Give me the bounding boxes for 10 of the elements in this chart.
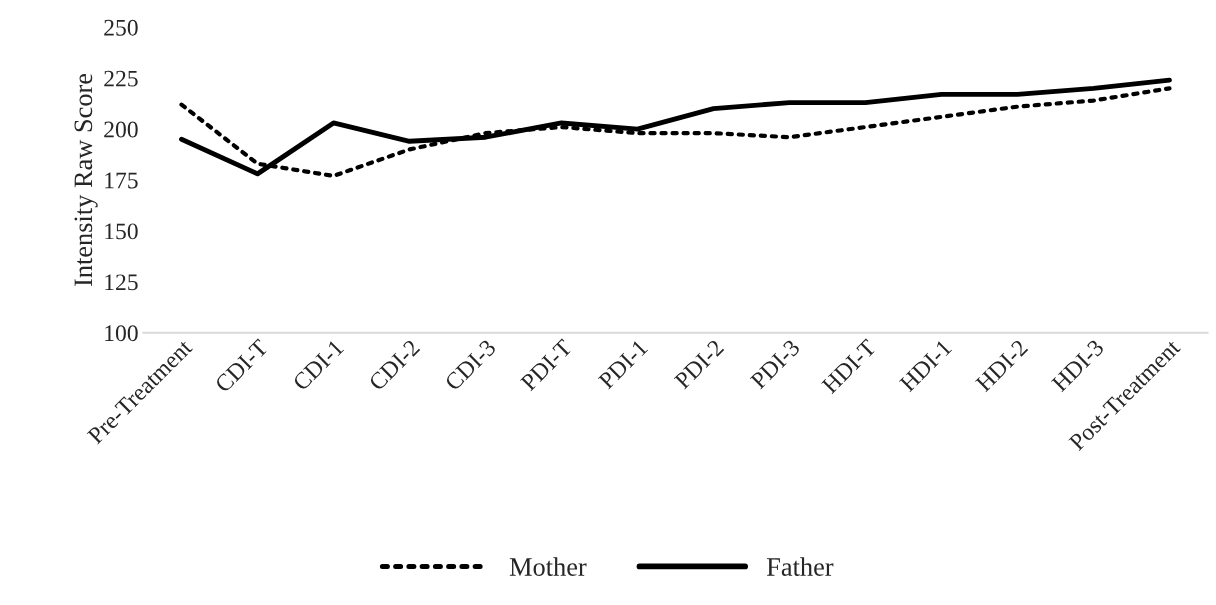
y-tick-label: 100 [105,325,138,342]
y-tick-label: 200 [104,121,138,138]
y-tick-label: 150 [105,223,138,240]
y-tick-label: 125 [105,274,138,291]
y-tick-label: 175 [105,172,138,189]
y-tick-label: 225 [104,70,138,87]
legend-label: Mother [509,557,587,576]
y-axis-title: Intensity Raw Score [74,73,98,287]
legend-label: Father [766,557,834,576]
y-tick-label: 250 [104,19,138,36]
